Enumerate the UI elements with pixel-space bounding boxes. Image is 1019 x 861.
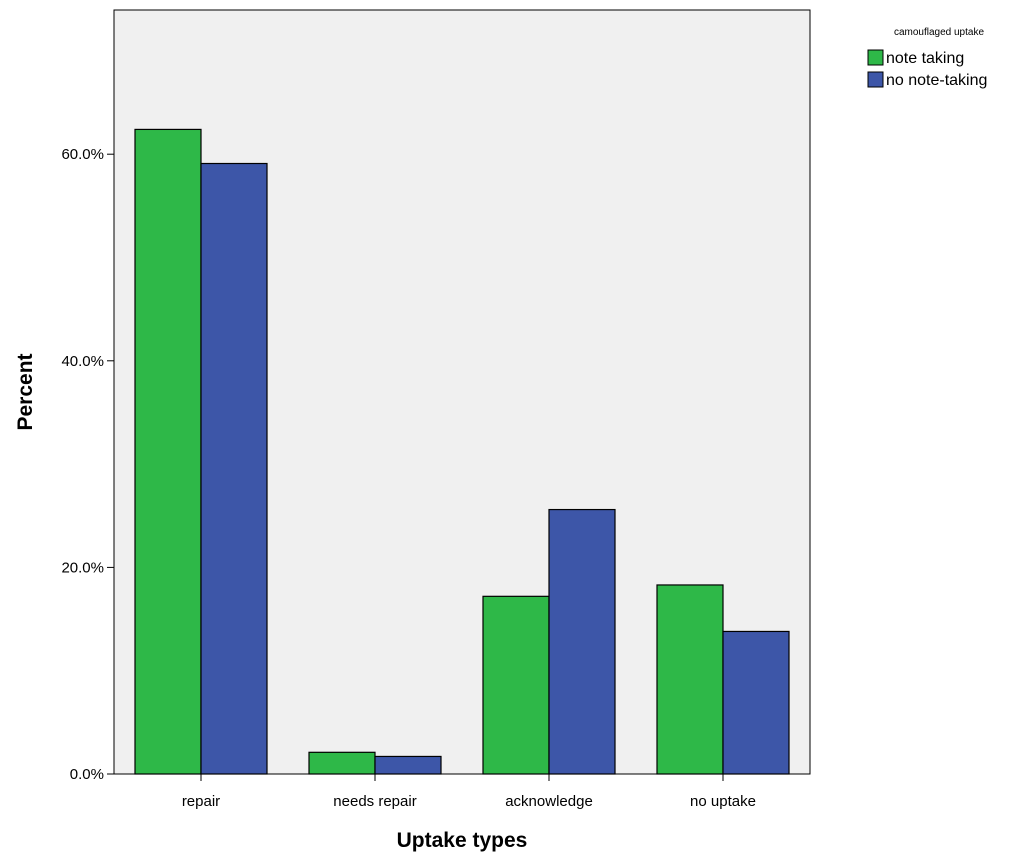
y-axis: 0.0% 20.0% 40.0% 60.0% bbox=[61, 146, 114, 783]
legend-label: note taking bbox=[886, 50, 964, 67]
x-tick-label: needs repair bbox=[333, 793, 416, 810]
bars-layer bbox=[134, 128, 790, 775]
legend-items: note taking no note-taking bbox=[867, 49, 987, 89]
y-tick-label: 0.0% bbox=[70, 766, 104, 783]
y-tick-label: 40.0% bbox=[61, 353, 104, 370]
y-tick-label: 60.0% bbox=[61, 146, 104, 163]
legend-swatch bbox=[867, 49, 884, 66]
bar-needs-repair-no-note-taking bbox=[374, 755, 442, 775]
bar-acknowledge-note-taking bbox=[482, 595, 550, 775]
bar-repair-no-note-taking bbox=[200, 162, 268, 775]
y-axis-title: Percent bbox=[14, 353, 37, 430]
bar-needs-repair-note-taking bbox=[308, 751, 376, 775]
y-tick-label: 20.0% bbox=[61, 559, 104, 576]
x-tick-label: repair bbox=[182, 793, 220, 810]
x-tick-label: no uptake bbox=[690, 793, 756, 810]
legend-swatch bbox=[867, 71, 884, 88]
x-axis: repair needs repair acknowledge no uptake bbox=[182, 774, 756, 810]
bar-acknowledge-no-note-taking bbox=[548, 508, 616, 775]
bar-no-uptake-note-taking bbox=[656, 584, 724, 775]
bar-repair-note-taking bbox=[134, 128, 202, 775]
x-axis-title: Uptake types bbox=[397, 829, 528, 852]
x-tick-label: acknowledge bbox=[505, 793, 593, 810]
legend-title: camouflaged uptake bbox=[894, 27, 985, 38]
legend: camouflaged uptake note taking no note-ta… bbox=[867, 27, 987, 89]
legend-label: no note-taking bbox=[886, 72, 987, 89]
bar-no-uptake-no-note-taking bbox=[722, 630, 790, 775]
